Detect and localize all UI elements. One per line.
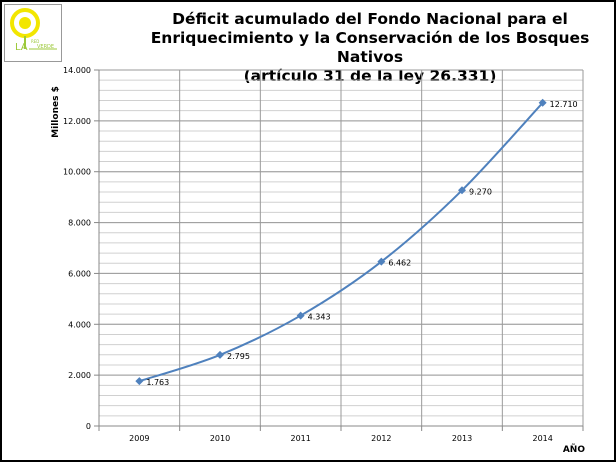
x-tick-label: 2012 (371, 434, 391, 443)
data-label: 4.343 (308, 313, 331, 322)
data-label: 6.462 (388, 259, 411, 268)
y-tick-label: 10.000 (63, 168, 91, 177)
x-axis-label: AÑO (563, 444, 585, 455)
y-axis-label: Millones $ (51, 86, 61, 138)
logo: LA RED VERDE (4, 4, 62, 62)
y-tick-label: 12.000 (63, 117, 91, 126)
data-point-marker (135, 377, 144, 386)
svg-text:VERDE: VERDE (37, 44, 54, 50)
y-tick-label: 2.000 (68, 371, 91, 380)
y-tick-label: 4.000 (68, 320, 91, 329)
logo-image: LA RED VERDE (10, 8, 57, 53)
y-tick-label: 0 (86, 422, 91, 431)
svg-text:LA: LA (15, 42, 28, 53)
series-line (139, 102, 544, 383)
data-point-marker (296, 311, 305, 320)
x-tick-label: 2011 (290, 434, 310, 443)
x-tick-label: 2014 (532, 434, 552, 443)
title-line: Déficit acumulado del Fondo Nacional par… (172, 10, 568, 28)
svg-text:RED: RED (31, 39, 39, 44)
data-label: 12.710 (550, 100, 578, 109)
data-point-marker (458, 186, 466, 195)
data-label: 1.763 (146, 378, 169, 387)
x-tick-label: 2010 (210, 434, 230, 443)
data-point-marker (377, 257, 386, 266)
x-tick-label: 2013 (452, 434, 472, 443)
title-line: Enriquecimiento y la Conservación de los… (150, 29, 590, 66)
data-label: 2.795 (227, 352, 250, 361)
y-tick-label: 14.000 (63, 66, 91, 75)
x-tick-label: 2009 (129, 434, 149, 443)
data-label: 9.270 (469, 187, 492, 196)
data-point-marker (538, 98, 547, 107)
y-tick-label: 6.000 (68, 269, 91, 278)
y-tick-label: 8.000 (68, 219, 91, 228)
data-point-marker (216, 350, 224, 359)
